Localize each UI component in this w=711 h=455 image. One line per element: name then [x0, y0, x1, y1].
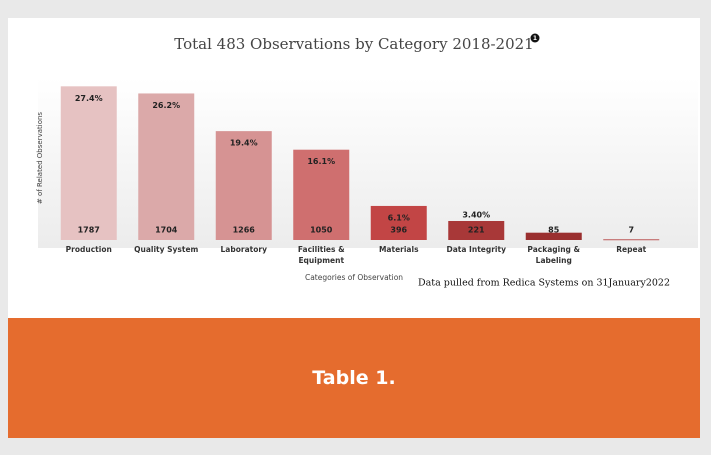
bar — [60, 86, 117, 241]
x-tick-label: Packaging & Labeling — [527, 245, 581, 265]
value-label: 396 — [390, 226, 407, 235]
value-label: 1704 — [155, 226, 178, 235]
chart-card: Total 483 Observations by Category 2018-… — [8, 18, 700, 318]
percent-label: 3.40% — [462, 210, 490, 219]
bar — [370, 205, 427, 240]
percent-label: 27.4% — [75, 94, 103, 103]
source-note: Data pulled from Redica Systems on 31Jan… — [418, 278, 670, 289]
percent-label: 16.1% — [307, 157, 335, 166]
percent-label: 19.4% — [230, 139, 258, 148]
x-tick-label: Repeat — [616, 245, 647, 254]
x-axis-label: Categories of Observation — [305, 273, 403, 282]
title-note-badge — [530, 33, 540, 43]
x-tick-label: Facilities & Equipment — [297, 245, 345, 265]
bar — [525, 232, 582, 240]
value-label: 1787 — [78, 226, 100, 235]
chart-title: Total 483 Observations by Category 2018-… — [174, 35, 533, 53]
plot-shade — [38, 78, 698, 248]
value-label: 7 — [628, 226, 634, 235]
value-label: 1266 — [233, 226, 256, 235]
bar — [603, 239, 660, 241]
footer-caption: Table 1. — [312, 367, 396, 389]
value-label: 1050 — [310, 226, 333, 235]
percent-label: 6.1% — [388, 213, 410, 222]
title-note: 1 — [533, 35, 537, 42]
bar — [293, 149, 350, 240]
chart: Total 483 Observations by Category 2018-… — [36, 33, 698, 289]
bar — [448, 220, 505, 240]
value-label: 85 — [548, 226, 560, 235]
bar — [215, 131, 272, 240]
value-label: 221 — [468, 226, 485, 235]
percent-label: 26.2% — [152, 101, 180, 110]
y-axis-label: # of Related Observations — [36, 112, 44, 204]
x-tick-label: Production — [65, 245, 112, 254]
x-tick-label: Laboratory — [220, 245, 267, 254]
x-tick-label: Materials — [378, 245, 419, 254]
x-tick-label: Data Integrity — [446, 245, 506, 254]
footer: Table 1. — [8, 318, 700, 438]
x-tick-label: Quality System — [134, 245, 199, 254]
bar — [138, 93, 195, 241]
